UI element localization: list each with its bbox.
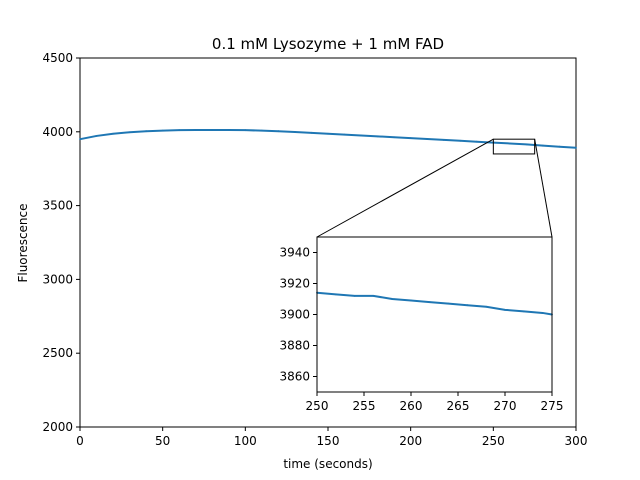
y-axis-label: Fluorescence: [16, 203, 30, 282]
y-tick-label: 4500: [42, 51, 73, 65]
x-tick-label: 200: [399, 434, 422, 448]
data-point: [244, 129, 247, 132]
inset-data-point: [447, 302, 450, 305]
data-point: [178, 129, 181, 132]
inset-data-point: [391, 298, 394, 300]
x-tick-label: 300: [565, 434, 588, 448]
zoom-connector-left: [316, 138, 494, 238]
inset-data-point: [353, 295, 356, 297]
data-point: [376, 135, 379, 138]
inset-x-tick-label: 265: [447, 399, 470, 413]
inset-data-point: [466, 304, 469, 307]
y-tick-label: 4000: [42, 125, 73, 139]
x-tick-label: 250: [482, 434, 505, 448]
x-tick-label: 100: [234, 434, 257, 448]
inset-data-point: [372, 295, 375, 297]
data-point: [409, 137, 412, 140]
inset-x-tick-label: 270: [494, 399, 517, 413]
data-point: [575, 146, 577, 149]
inset-x-tick-label: 275: [541, 399, 564, 413]
data-point: [508, 142, 511, 145]
data-point: [79, 138, 81, 141]
inset-data-point: [334, 293, 337, 296]
data-point: [194, 129, 197, 131]
x-tick-label: 50: [155, 434, 170, 448]
data-point: [343, 133, 346, 136]
inset-y-tick-label: 3880: [279, 339, 310, 353]
inset-data-point: [504, 308, 506, 311]
data-point: [294, 131, 296, 133]
data-point: [442, 139, 445, 141]
data-point: [128, 131, 131, 134]
inset-y-tick-label: 3900: [279, 308, 310, 322]
inset-data-point: [485, 305, 488, 308]
data-point: [360, 134, 362, 137]
y-tick-label: 2000: [42, 420, 73, 434]
inset-y-tick-label: 3860: [279, 370, 310, 384]
chart-title: 0.1 mM Lysozyme + 1 mM FAD: [212, 35, 444, 53]
data-point: [426, 138, 429, 140]
data-point: [145, 130, 148, 133]
data-point: [558, 145, 561, 148]
data-point: [95, 135, 98, 137]
inset-y-tick-label: 3920: [279, 277, 310, 291]
inset-data-point: [522, 310, 525, 313]
data-point: [393, 136, 396, 139]
inset-background: [317, 237, 552, 392]
inset-x-tick-label: 250: [306, 399, 329, 413]
data-point: [327, 132, 329, 135]
inset-data-point: [428, 301, 431, 303]
data-point: [542, 144, 544, 147]
data-point: [211, 129, 214, 131]
data-point: [277, 130, 280, 133]
main-x-ticks: 0 50 100 150 200 250 300: [76, 427, 587, 448]
data-point: [475, 140, 478, 143]
data-point: [112, 132, 114, 135]
x-axis-label: time (seconds): [283, 457, 372, 471]
inset-y-ticks: 3860 3880 3900 3920 3940: [279, 246, 317, 384]
data-point: [161, 129, 164, 132]
zoom-box: [492, 138, 536, 155]
data-point: [260, 129, 263, 132]
zoom-indicator: [316, 138, 553, 238]
data-point: [227, 129, 230, 131]
x-tick-label: 150: [317, 434, 340, 448]
inset-data-point: [541, 312, 544, 314]
inset-x-tick-label: 255: [353, 399, 376, 413]
inset-data-point: [410, 299, 412, 302]
inset-y-tick-label: 3940: [279, 246, 310, 260]
data-point: [310, 131, 313, 134]
y-tick-label: 3000: [42, 272, 73, 286]
zoom-connector-right: [534, 139, 553, 238]
inset-axes: 250 255 260 265 270 275 3860 3880 3900 3920 3940: [279, 236, 564, 413]
y-tick-label: 3500: [42, 199, 73, 213]
main-y-ticks: 2000 2500 3000 3500 4000 4500: [42, 51, 80, 434]
data-point: [459, 139, 462, 142]
x-tick-label: 0: [76, 434, 84, 448]
inset-x-tick-label: 260: [400, 399, 423, 413]
data-point: [525, 143, 528, 146]
inset-series-line: [316, 291, 553, 316]
inset-x-ticks: 250 255 260 265 270 275: [306, 392, 564, 413]
y-tick-label: 2500: [42, 346, 73, 360]
